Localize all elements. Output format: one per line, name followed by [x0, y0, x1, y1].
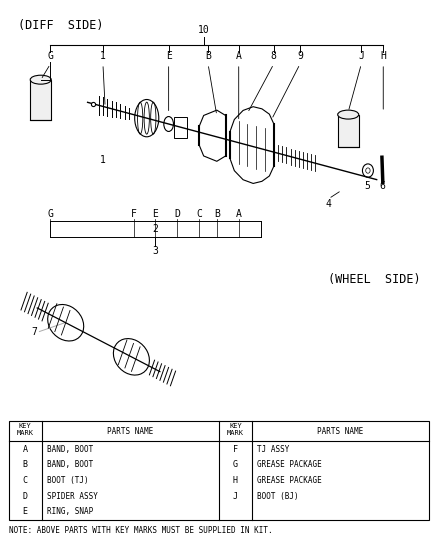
- Text: B: B: [205, 51, 211, 61]
- Text: 3: 3: [152, 246, 159, 255]
- Text: A: A: [236, 209, 242, 219]
- Text: B: B: [214, 209, 220, 219]
- Text: 9: 9: [297, 51, 303, 61]
- Text: (DIFF  SIDE): (DIFF SIDE): [18, 19, 103, 32]
- Ellipse shape: [48, 304, 84, 341]
- Text: A: A: [23, 445, 28, 454]
- Text: G: G: [47, 51, 53, 61]
- Text: H: H: [380, 51, 386, 61]
- Bar: [30, 80, 51, 120]
- Text: 2: 2: [152, 224, 159, 234]
- Bar: [9, 421, 429, 520]
- FancyBboxPatch shape: [174, 117, 187, 138]
- Text: BOOT (TJ): BOOT (TJ): [47, 476, 88, 485]
- Text: SPIDER ASSY: SPIDER ASSY: [47, 491, 98, 500]
- Text: BAND, BOOT: BAND, BOOT: [47, 445, 93, 454]
- Text: C: C: [23, 476, 28, 485]
- Text: GREASE PACKAGE: GREASE PACKAGE: [257, 476, 322, 485]
- Text: BOOT (BJ): BOOT (BJ): [257, 491, 299, 500]
- Text: 8: 8: [271, 51, 277, 61]
- Text: C: C: [196, 209, 202, 219]
- Text: 5: 5: [364, 181, 370, 191]
- Text: PARTS NAME: PARTS NAME: [107, 427, 153, 435]
- Ellipse shape: [362, 164, 373, 177]
- Text: 1: 1: [100, 51, 106, 61]
- Ellipse shape: [30, 75, 51, 84]
- Text: 10: 10: [198, 25, 209, 35]
- Text: F: F: [131, 209, 137, 219]
- Text: (WHEEL  SIDE): (WHEEL SIDE): [328, 273, 420, 286]
- Ellipse shape: [135, 100, 159, 137]
- Ellipse shape: [113, 338, 149, 375]
- Text: G: G: [47, 209, 53, 219]
- Ellipse shape: [366, 168, 370, 173]
- Ellipse shape: [164, 117, 173, 132]
- Text: J: J: [233, 491, 238, 500]
- Bar: [338, 115, 359, 147]
- Text: TJ ASSY: TJ ASSY: [257, 445, 290, 454]
- Text: NOTE: ABOVE PARTS WITH KEY MARKS MUST BE SUPPLIED IN KIT.: NOTE: ABOVE PARTS WITH KEY MARKS MUST BE…: [9, 526, 272, 533]
- Text: E: E: [152, 209, 159, 219]
- Text: GREASE PACKAGE: GREASE PACKAGE: [257, 461, 322, 470]
- Text: B: B: [23, 461, 28, 470]
- Text: RING, SNAP: RING, SNAP: [47, 507, 93, 516]
- Text: BAND, BOOT: BAND, BOOT: [47, 461, 93, 470]
- Text: PARTS NAME: PARTS NAME: [318, 427, 364, 435]
- Text: D: D: [23, 491, 28, 500]
- Text: KEY
MARK: KEY MARK: [17, 423, 34, 436]
- Text: 6: 6: [379, 181, 385, 191]
- Text: H: H: [233, 476, 238, 485]
- Text: 1: 1: [100, 155, 106, 165]
- Text: J: J: [358, 51, 364, 61]
- Text: F: F: [233, 445, 238, 454]
- Text: E: E: [23, 507, 28, 516]
- Text: E: E: [166, 51, 172, 61]
- Ellipse shape: [338, 110, 359, 119]
- Text: KEY
MARK: KEY MARK: [227, 423, 244, 436]
- Text: 7: 7: [32, 327, 37, 336]
- Text: G: G: [233, 461, 238, 470]
- Text: D: D: [174, 209, 180, 219]
- Text: 4: 4: [325, 199, 332, 208]
- Text: A: A: [236, 51, 242, 61]
